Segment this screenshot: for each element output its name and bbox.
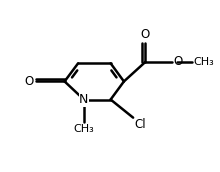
Text: N: N [79, 93, 88, 106]
Text: O: O [173, 56, 182, 68]
Text: O: O [25, 75, 34, 88]
Text: CH₃: CH₃ [73, 124, 94, 134]
Text: CH₃: CH₃ [193, 57, 214, 67]
Text: O: O [141, 28, 150, 41]
Text: Cl: Cl [134, 119, 146, 131]
